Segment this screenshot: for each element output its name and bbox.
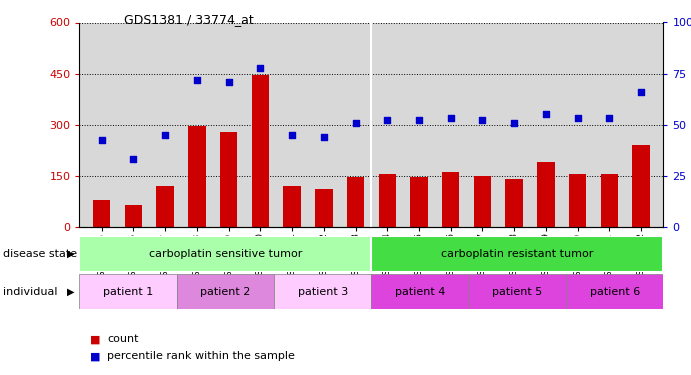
Text: disease state: disease state: [3, 249, 77, 259]
Text: GDS1381 / 33774_at: GDS1381 / 33774_at: [124, 13, 254, 26]
Point: [191, 77, 202, 83]
Bar: [315, 189, 332, 227]
Bar: [156, 186, 174, 227]
Point: [381, 117, 392, 123]
Point: [540, 111, 551, 117]
Point: [636, 89, 647, 95]
Bar: [442, 172, 460, 227]
Point: [160, 132, 171, 138]
Bar: [252, 75, 269, 227]
Text: ■: ■: [90, 351, 100, 361]
Text: individual: individual: [3, 286, 58, 297]
Point: [477, 117, 488, 123]
Bar: [379, 174, 396, 227]
Bar: [506, 179, 523, 227]
Point: [604, 115, 615, 121]
Point: [509, 120, 520, 126]
Bar: [569, 174, 587, 227]
Text: carboplatin sensitive tumor: carboplatin sensitive tumor: [149, 249, 302, 259]
Text: count: count: [107, 334, 139, 344]
Bar: [177, 274, 274, 309]
Bar: [283, 186, 301, 227]
Bar: [372, 274, 468, 309]
Text: patient 2: patient 2: [200, 286, 251, 297]
Bar: [537, 162, 555, 227]
Bar: [79, 236, 372, 272]
Point: [413, 117, 424, 123]
Text: patient 1: patient 1: [103, 286, 153, 297]
Point: [319, 134, 330, 140]
Bar: [93, 200, 111, 227]
Bar: [347, 177, 364, 227]
Bar: [220, 132, 237, 227]
Text: patient 4: patient 4: [395, 286, 445, 297]
Bar: [79, 274, 177, 309]
Bar: [124, 205, 142, 227]
Bar: [372, 236, 663, 272]
Point: [287, 132, 298, 138]
Bar: [566, 274, 663, 309]
Point: [223, 79, 234, 85]
Point: [96, 137, 107, 143]
Text: ■: ■: [90, 334, 100, 344]
Bar: [188, 126, 206, 227]
Text: patient 3: patient 3: [298, 286, 348, 297]
Bar: [468, 274, 566, 309]
Bar: [274, 274, 372, 309]
Text: percentile rank within the sample: percentile rank within the sample: [107, 351, 295, 361]
Point: [572, 115, 583, 121]
Point: [445, 115, 456, 121]
Text: patient 5: patient 5: [492, 286, 542, 297]
Bar: [474, 176, 491, 227]
Point: [255, 66, 266, 72]
Text: ▶: ▶: [67, 249, 75, 259]
Text: ▶: ▶: [67, 286, 75, 297]
Point: [350, 120, 361, 126]
Bar: [410, 177, 428, 227]
Point: [128, 156, 139, 162]
Text: carboplatin resistant tumor: carboplatin resistant tumor: [441, 249, 594, 259]
Bar: [632, 145, 650, 227]
Bar: [600, 174, 618, 227]
Text: patient 6: patient 6: [589, 286, 640, 297]
